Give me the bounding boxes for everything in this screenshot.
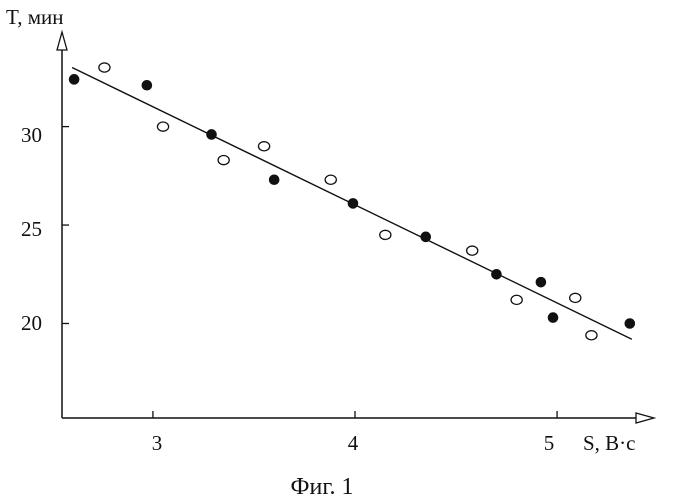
y-tick-label: 30 xyxy=(21,123,42,147)
y-tick-label: 20 xyxy=(21,311,42,335)
x-tick-label: 3 xyxy=(152,431,163,455)
data-point-filled xyxy=(348,199,358,209)
data-point-open xyxy=(99,63,110,72)
data-point-open xyxy=(218,155,229,164)
y-tick-label: 25 xyxy=(21,217,42,241)
x-axis-arrow xyxy=(636,413,654,423)
x-axis-label: S, B·c xyxy=(583,431,636,455)
data-point-open xyxy=(325,175,336,184)
y-axis-label: T, мин xyxy=(6,5,64,29)
axes xyxy=(57,32,654,423)
data-point-open xyxy=(467,246,478,255)
data-point-filled xyxy=(625,319,635,329)
data-point-open xyxy=(258,142,269,151)
data-point-filled xyxy=(536,277,546,287)
data-point-filled xyxy=(142,80,152,90)
data-point-filled xyxy=(421,232,431,242)
x-tick-label: 4 xyxy=(348,431,359,455)
data-point-filled xyxy=(69,75,79,85)
data-point-filled xyxy=(548,313,558,323)
data-point-open xyxy=(586,331,597,340)
x-tick-label: 5 xyxy=(544,431,555,455)
data-point-filled xyxy=(269,175,279,185)
data-point-open xyxy=(570,293,581,302)
data-point-filled xyxy=(492,269,502,279)
y-axis-arrow xyxy=(57,32,67,50)
data-point-open xyxy=(511,295,522,304)
data-point-open xyxy=(380,230,391,239)
data-point-open xyxy=(157,122,168,131)
ticks xyxy=(62,127,557,418)
points-group xyxy=(69,63,634,340)
data-point-filled xyxy=(207,130,217,140)
figure-caption: Фиг. 1 xyxy=(291,474,354,500)
